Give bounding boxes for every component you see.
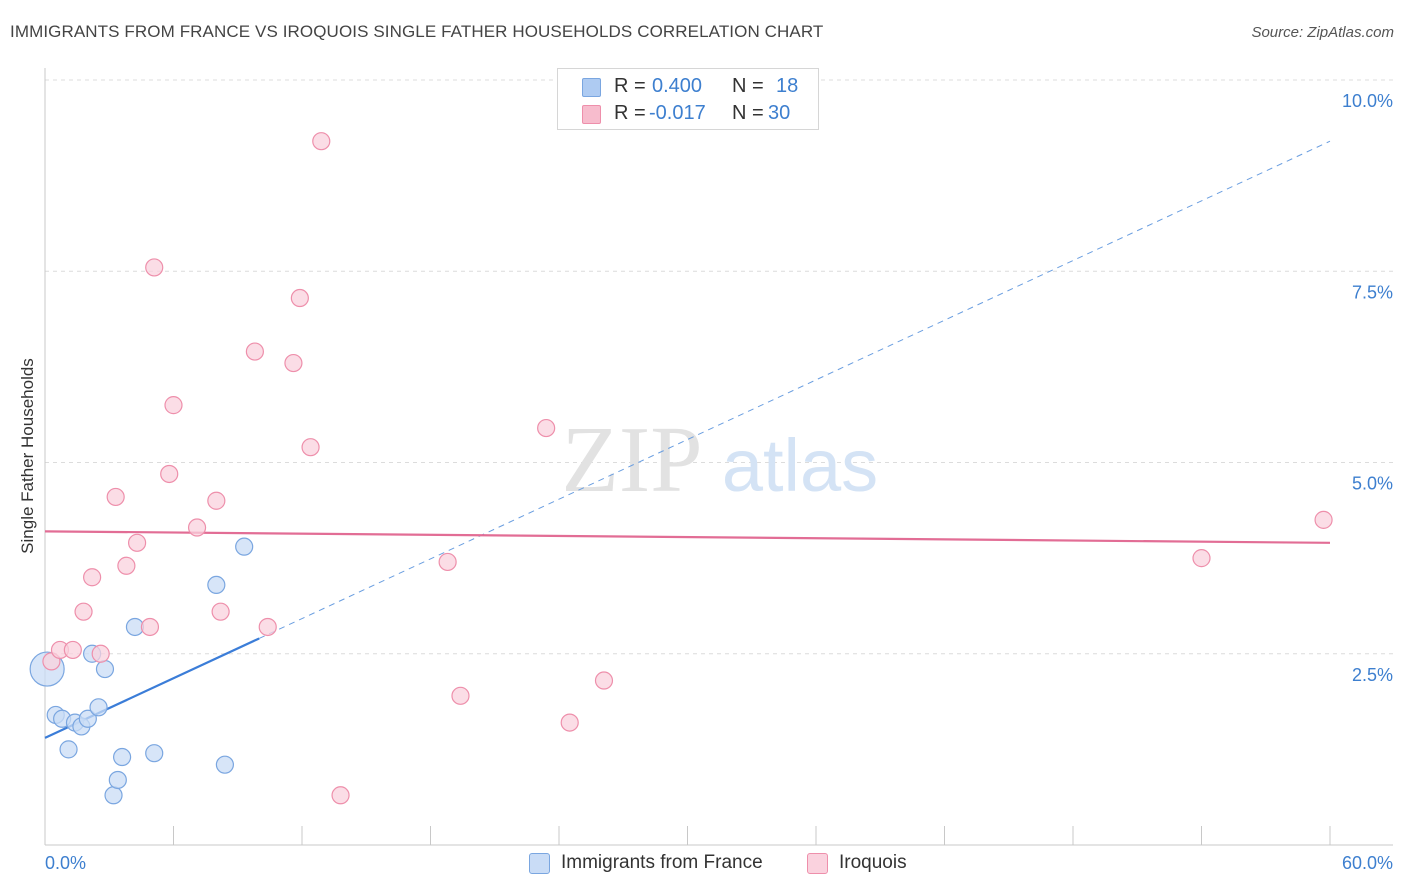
point-iroquois [127,533,147,552]
gridlines [45,79,1393,655]
data-points [29,132,1333,805]
legend-swatch-france [529,853,550,874]
stats-r-value: 0.400 [652,75,703,97]
point-iroquois [1192,549,1211,568]
point-iroquois [164,396,183,415]
stats-swatch-france [582,78,601,97]
point-iroquois [63,640,82,660]
watermark-zip: ZIP [562,408,703,512]
watermark-atlas: atlas [722,424,878,507]
trendline-iroquois [44,530,1331,544]
y-tick-label: 2.5% [1352,665,1393,685]
stats-n-value: 30 [768,102,791,124]
point-immigrants-from-france [104,786,123,805]
point-iroquois [140,617,160,637]
point-iroquois [187,518,207,537]
stats-r-value: -0.017 [649,102,706,124]
point-immigrants-from-france [108,770,127,790]
stats-n-label: N = [732,102,764,124]
legend-label-iroquois: Iroquois [839,852,907,873]
chart-title: IMMIGRANTS FROM FRANCE VS IROQUOIS SINGL… [10,22,824,41]
point-iroquois [207,491,226,510]
stats-r-label: R = [614,102,646,124]
point-iroquois [1314,510,1333,529]
stats-legend: R = 0.400 N = 18 R = -0.017 N = 30 [557,68,819,130]
stats-swatch-iroquois [582,105,601,124]
stats-r-label: R = [614,75,646,97]
stats-n-label: N = [732,75,764,97]
x-tick-label: 0.0% [45,853,86,873]
point-iroquois [594,671,614,690]
trendline-france-extension [258,140,1331,639]
point-immigrants-from-france [215,755,234,774]
point-immigrants-from-france [78,709,97,728]
legend-label-france: Immigrants from France [561,852,763,873]
point-iroquois [91,644,110,663]
point-immigrants-from-france [59,740,78,759]
point-immigrants-from-france [95,659,115,679]
point-immigrants-from-france [145,744,164,763]
axes [44,68,1393,846]
point-iroquois [117,556,136,575]
y-tick-label: 10.0% [1342,91,1393,111]
y-tick-label: 7.5% [1352,282,1393,302]
point-iroquois [451,686,470,705]
point-iroquois [74,602,93,621]
point-iroquois [537,418,556,438]
point-iroquois [83,568,102,587]
point-iroquois [438,552,457,572]
point-iroquois [258,617,277,637]
trend-lines [44,140,1331,739]
x-tick-label: 60.0% [1342,853,1393,873]
y-tick-label: 5.0% [1352,474,1393,494]
point-iroquois [290,288,309,308]
axis-ticks: 2.5% 5.0% 7.5% 10.0% 0.0% 60.0% [44,91,1393,873]
point-iroquois [312,132,331,151]
point-iroquois [106,487,125,507]
point-iroquois [211,602,230,621]
legend-swatch-iroquois [807,853,828,874]
point-iroquois [331,786,350,805]
point-immigrants-from-france [89,698,108,717]
point-iroquois [560,713,579,732]
stats-n-value: 18 [776,75,799,97]
series-legend: Immigrants from France Iroquois [0,852,1406,878]
watermark: ZIP atlas [562,408,879,512]
point-immigrants-from-france [235,537,254,556]
point-iroquois [145,258,164,277]
point-iroquois [301,438,320,457]
point-iroquois [160,464,179,484]
point-iroquois [245,342,264,361]
y-axis-label: Single Father Households [18,358,37,554]
point-iroquois [284,353,303,373]
source-credit: Source: ZipAtlas.com [1251,24,1394,41]
point-immigrants-from-france [207,575,226,595]
point-immigrants-from-france [112,747,132,767]
